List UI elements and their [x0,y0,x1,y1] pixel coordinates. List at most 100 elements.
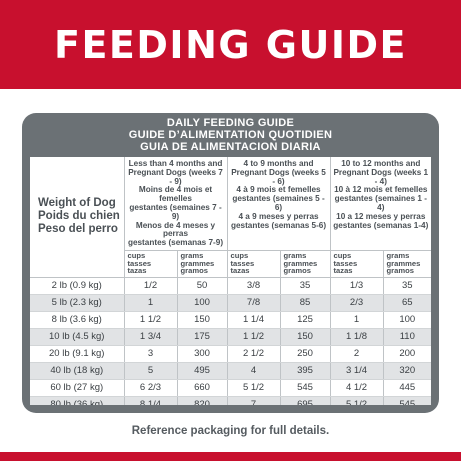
weight-cell: 80 lb (36 kg) [30,396,125,405]
grams-cell: 100 [177,294,228,312]
weight-cell: 20 lb (9.1 kg) [30,345,125,363]
unit-line: gramos [386,266,414,276]
cups-cell: 3/8 [227,277,281,295]
weight-cell: 5 lb (2.3 kg) [30,294,125,312]
cups-cell: 3 [124,345,178,363]
table-row: 80 lb (36 kg) 8 1/4 820 7 695 5 1/2 545 [30,396,431,405]
unit-line: grammes [386,258,421,268]
cups-cell: 1 1/8 [330,328,384,346]
feeding-table: Weight of Dog Poids du chien Peso del pe… [30,157,431,405]
table-row: 10 lb (4.5 kg) 1 3/4 175 1 1/2 150 1 1/8 110 [30,328,431,346]
cups-cell: 1 1/4 [227,311,281,329]
title-banner: FEEDING GUIDE [0,0,461,89]
group-line: Pregnant Dogs (weeks 7 - 9) [128,167,223,186]
unit-line: tazas [333,266,353,276]
unit-line: tasses [333,258,358,268]
grams-unit-header: grams grammes gramos [383,249,431,278]
table-row: 40 lb (18 kg) 5 495 4 395 3 1/4 320 [30,362,431,380]
cups-cell: 2 [330,345,384,363]
cups-cell: 4 [227,362,281,380]
unit-line: tazas [127,266,147,276]
grams-cell: 100 [383,311,431,329]
group-line: 4 a 9 meses y perras [238,211,319,221]
weight-header-en: Weight of Dog [38,197,116,210]
cups-unit-header: cups tasses tazas [330,249,384,278]
cups-cell: 1/2 [124,277,178,295]
grams-cell: 545 [280,379,331,397]
cups-cell: 1 3/4 [124,328,178,346]
feeding-guide-card: DAILY FEEDING GUIDE GUIDE D’ALIMENTATION… [22,113,439,413]
grams-cell: 175 [177,328,228,346]
unit-line: grammes [283,258,318,268]
cups-cell: 7/8 [227,294,281,312]
feeding-table-body: 2 lb (0.9 kg) 1/2 50 3/8 35 1/3 35 5 lb (2.3 kg… [30,277,431,405]
unit-line: cups [127,250,146,260]
unit-line: gramos [180,266,208,276]
table-row: 8 lb (3.6 kg) 1 1/2 150 1 1/4 125 1 100 [30,311,431,329]
cups-unit-header: cups tasses tazas [227,249,281,278]
grams-cell: 150 [280,328,331,346]
grams-cell: 320 [383,362,431,380]
cups-cell: 1/3 [330,277,384,295]
cups-cell: 1 1/2 [227,328,281,346]
grams-cell: 85 [280,294,331,312]
group-header-4-to-9-months: 4 to 9 months and Pregnant Dogs (weeks 5… [227,157,331,251]
unit-line: grams [386,250,410,260]
grams-cell: 65 [383,294,431,312]
cups-cell: 5 1/2 [330,396,384,405]
grams-unit-header: grams grammes gramos [177,249,228,278]
weight-header-es: Peso del perro [38,223,118,236]
group-header-under-4-months: Less than 4 months and Pregnant Dogs (we… [124,157,228,251]
table-row: 2 lb (0.9 kg) 1/2 50 3/8 35 1/3 35 [30,277,431,295]
cups-cell: 3 1/4 [330,362,384,380]
footer-note: Reference packaging for full details. [131,425,330,437]
card-title-fr: GUIDE D’ALIMENTATION QUOTIDIEN [128,129,333,141]
card-title-en: DAILY FEEDING GUIDE [166,117,295,129]
grams-cell: 150 [177,311,228,329]
grams-unit-header: grams grammes gramos [280,249,331,278]
group-line: Pregnant Dogs (weeks 5 - 6) [231,167,326,186]
bottom-red-bar [0,452,461,461]
grams-cell: 110 [383,328,431,346]
grams-cell: 200 [383,345,431,363]
grams-cell: 495 [177,362,228,380]
grams-cell: 125 [280,311,331,329]
group-line: gestantes (semanas 5-6) [230,220,327,230]
unit-line: gramos [283,266,311,276]
weight-cell: 60 lb (27 kg) [30,379,125,397]
grams-cell: 250 [280,345,331,363]
group-line: 10 a 12 meses y perras [336,211,426,221]
group-line: gestantes (semaines 5 - 6) [232,194,325,212]
cups-cell: 1 [124,294,178,312]
group-line: 4 to 9 months and [243,159,314,168]
group-line: Pregnant Dogs (weeks 1 - 4) [333,167,429,186]
grams-cell: 35 [383,277,431,295]
weight-cell: 2 lb (0.9 kg) [30,277,125,295]
weight-header-fr: Poids du chien [38,210,120,223]
group-line: Moins de 4 mois et femelles [138,185,213,204]
grams-cell: 445 [383,379,431,397]
unit-line: grammes [180,258,215,268]
weight-cell: 8 lb (3.6 kg) [30,311,125,329]
unit-line: tazas [230,266,250,276]
grams-cell: 695 [280,396,331,405]
unit-line: grams [283,250,307,260]
grams-cell: 395 [280,362,331,380]
group-line: gestantes (semanas 7-9) [127,238,224,248]
weight-cell: 40 lb (18 kg) [30,362,125,380]
cups-cell: 6 2/3 [124,379,178,397]
unit-line: cups [333,250,352,260]
table-row: 20 lb (9.1 kg) 3 300 2 1/2 250 2 200 [30,345,431,363]
group-line: Less than 4 months and [128,159,223,168]
group-line: gestantes (semaines 7 - 9) [129,202,222,221]
unit-line: tasses [230,258,255,268]
unit-header-row: cups tasses tazas grams grammes gramos c… [30,249,431,278]
cups-cell: 2/3 [330,294,384,312]
cups-cell: 2 1/2 [227,345,281,363]
cups-cell: 1 1/2 [124,311,178,329]
weight-column-header: Weight of Dog Poids du chien Peso del pe… [30,157,125,278]
group-line: 10 à 12 mois et femelles [334,185,428,195]
cups-unit-header: cups tasses tazas [124,249,178,278]
weight-cell: 10 lb (4.5 kg) [30,328,125,346]
group-line: 10 to 12 months and [341,159,421,168]
